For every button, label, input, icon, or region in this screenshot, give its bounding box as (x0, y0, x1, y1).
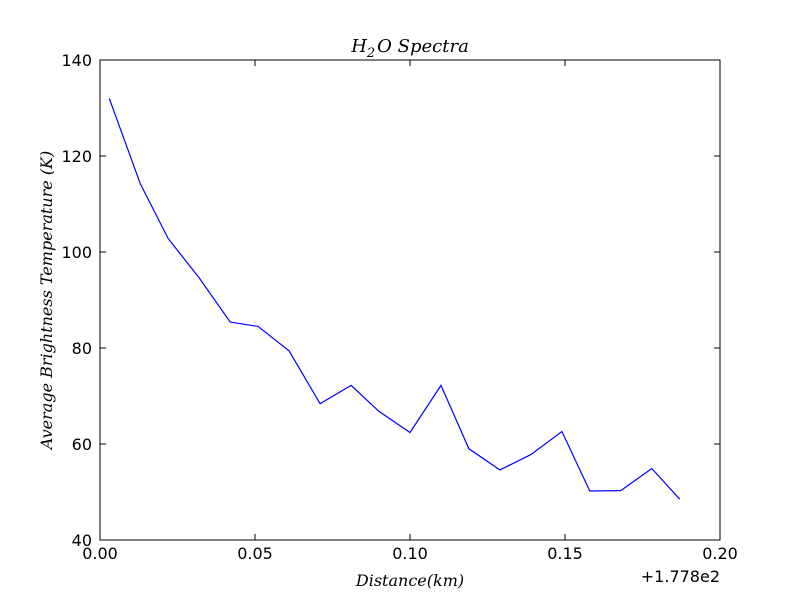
y-tick-label: 100 (61, 243, 92, 262)
y-tick-label: 80 (72, 339, 92, 358)
x-tick-label: 0.15 (547, 544, 583, 563)
x-tick-label: 0.05 (237, 544, 273, 563)
y-axis-ticks: 40 60 80 100 120 140 (61, 51, 720, 550)
y-tick-label: 120 (61, 147, 92, 166)
chart-title: H2 O Spectra (350, 36, 469, 61)
x-axis-label: Distance(km) (355, 571, 464, 590)
series-line (108, 98, 681, 500)
plot-area (108, 98, 681, 500)
x-tick-label: 0.00 (82, 544, 118, 563)
y-tick-label: 40 (72, 531, 92, 550)
x-axis-offset-label: +1.778e2 (641, 567, 720, 586)
y-axis-label: Average Brightness Temperature (K) (37, 151, 56, 452)
y-tick-label: 140 (61, 51, 92, 70)
y-tick-label: 60 (72, 435, 92, 454)
x-tick-label: 0.10 (392, 544, 428, 563)
x-axis-ticks: 0.00 0.05 0.10 0.15 0.20 (82, 60, 738, 563)
axes-frame (99, 59, 721, 541)
x-tick-label: 0.20 (702, 544, 738, 563)
